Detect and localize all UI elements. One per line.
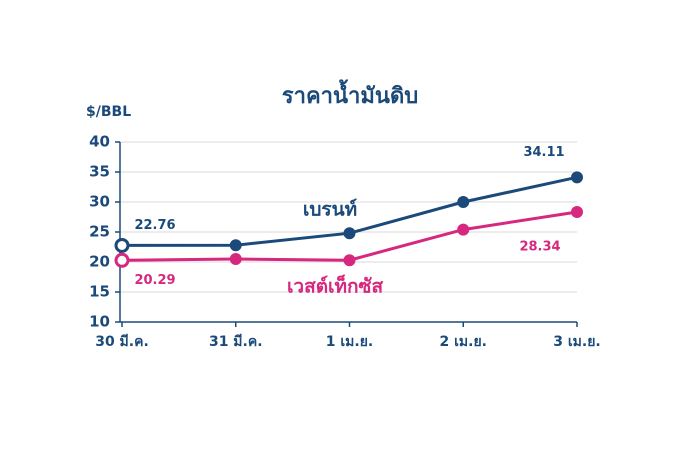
value-label: 34.11 — [523, 145, 564, 160]
value-label: 20.29 — [134, 273, 175, 288]
x-tick-label: 30 มี.ค. — [95, 334, 149, 350]
y-tick-label: 40 — [89, 133, 110, 151]
data-point — [343, 227, 356, 240]
y-tick-label: 30 — [89, 193, 110, 211]
y-tick-label: 10 — [89, 313, 110, 331]
y-axis-label: $/BBL — [86, 104, 131, 120]
data-point — [114, 252, 130, 268]
x-tick-label: 1 เม.ย. — [326, 334, 373, 350]
data-point — [114, 237, 130, 253]
series-label: เบรนท์ — [303, 199, 357, 221]
y-tick-label: 20 — [89, 253, 110, 271]
y-tick-label: 35 — [89, 163, 110, 181]
value-label: 28.34 — [519, 239, 560, 254]
data-point — [229, 253, 242, 265]
x-tick-label: 2 เม.ย. — [440, 334, 487, 350]
data-point — [229, 239, 242, 252]
y-tick-label: 15 — [89, 283, 110, 301]
series-label: เวสต์เท็กซัส — [287, 274, 384, 298]
data-point — [571, 171, 583, 184]
chart-title: ราคาน้ำมันดิบ — [282, 79, 418, 109]
value-label: 22.76 — [134, 218, 175, 233]
data-point — [571, 205, 583, 218]
data-point — [343, 254, 356, 267]
data-point — [457, 196, 470, 208]
data-point — [457, 223, 470, 236]
x-tick-label: 31 มี.ค. — [209, 334, 263, 350]
y-tick-label: 25 — [89, 223, 110, 241]
x-tick-label: 3 เม.ย. — [553, 334, 600, 350]
